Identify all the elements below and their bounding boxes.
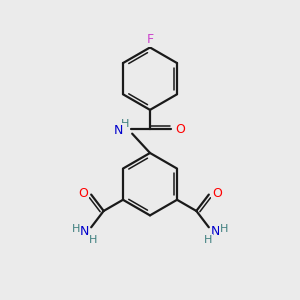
Text: H: H <box>88 235 97 245</box>
Text: H: H <box>204 235 212 245</box>
Text: N: N <box>211 225 220 238</box>
Text: O: O <box>212 187 222 200</box>
Text: N: N <box>113 124 123 137</box>
Text: F: F <box>146 33 154 46</box>
Text: O: O <box>78 187 88 200</box>
Text: H: H <box>71 224 80 234</box>
Text: N: N <box>80 225 89 238</box>
Text: O: O <box>175 123 185 136</box>
Text: H: H <box>220 224 229 234</box>
Text: H: H <box>121 119 130 129</box>
